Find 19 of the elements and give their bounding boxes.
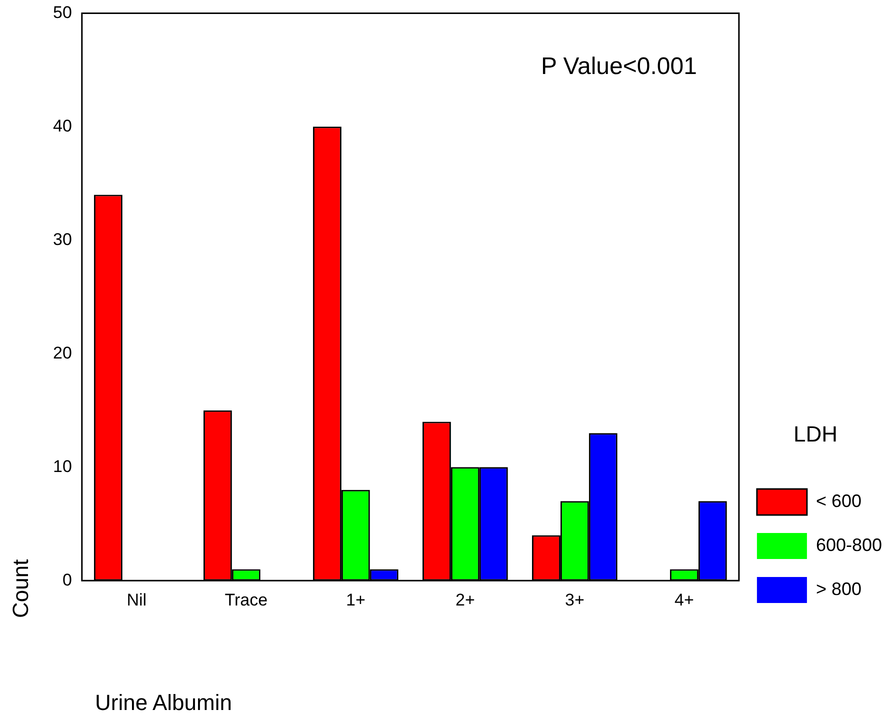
legend-label: > 800 <box>816 578 862 599</box>
x-tick-label: 3+ <box>564 590 584 610</box>
y-tick-label: 30 <box>52 230 72 249</box>
y-tick-label: 20 <box>52 343 72 362</box>
y-tick-label: 50 <box>52 2 72 22</box>
x-tick-label: 4+ <box>674 590 694 610</box>
x-axis-title: Urine Albumin <box>95 690 232 716</box>
legend-label: 600-800 <box>816 534 882 555</box>
y-tick-label: 10 <box>52 456 72 476</box>
x-tick-label: Nil <box>126 590 147 610</box>
y-axis-title: Count <box>8 559 34 618</box>
y-tick-label: 40 <box>52 116 72 136</box>
annotation: P Value<0.001 <box>541 52 697 80</box>
legend-title: LDH <box>793 422 838 447</box>
x-tick-label: 1+ <box>346 590 366 610</box>
x-tick-label: Trace <box>224 590 268 610</box>
x-tick-label: 2+ <box>455 590 475 610</box>
legend-label: < 600 <box>816 490 862 511</box>
y-tick-label: 0 <box>62 570 72 590</box>
